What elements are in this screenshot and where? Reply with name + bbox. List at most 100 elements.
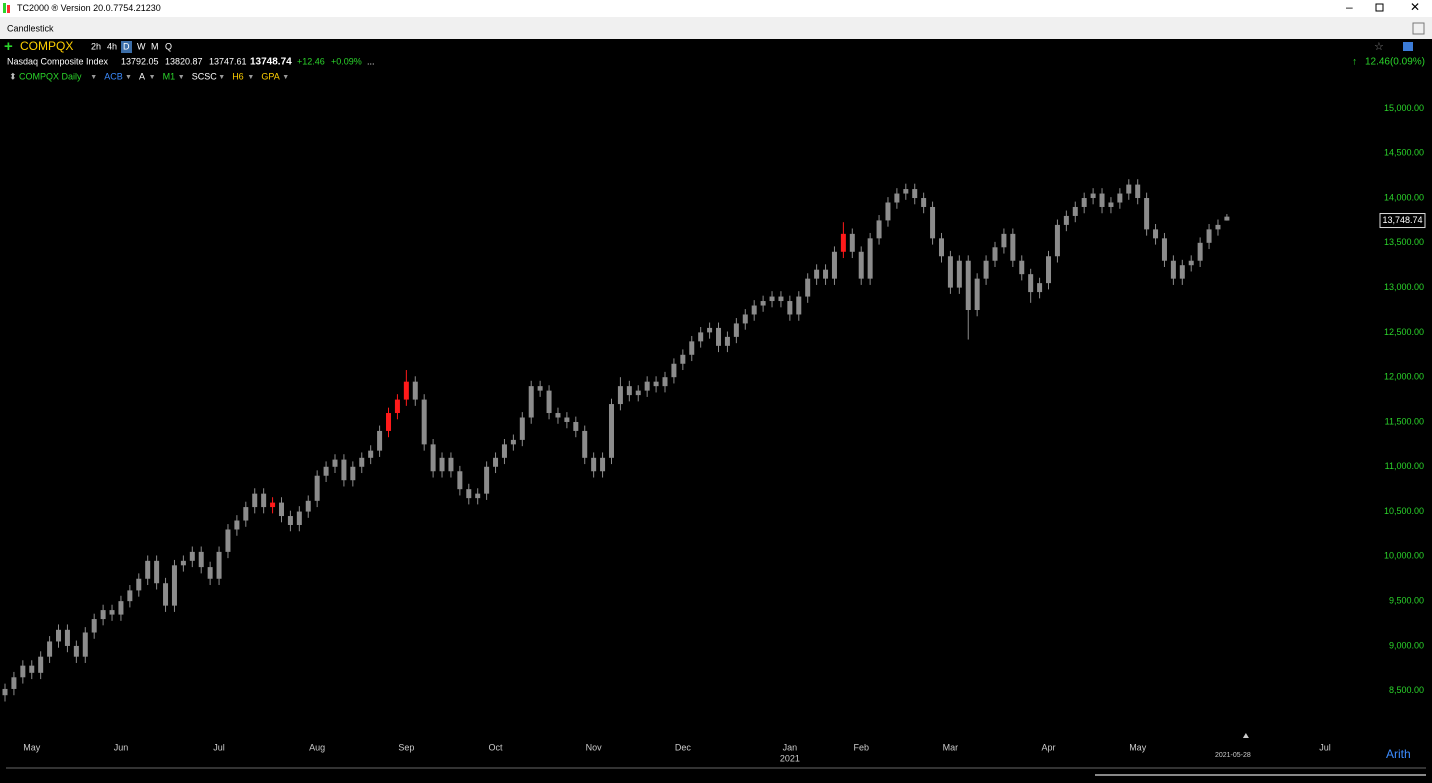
y-tick-label: 8,500.00 (1389, 685, 1424, 695)
add-icon[interactable]: + (4, 38, 13, 55)
quote-name: Nasdaq Composite Index (7, 56, 109, 66)
scale-mode[interactable]: Arith (1386, 747, 1411, 761)
candle-body (109, 610, 115, 615)
interval-button[interactable]: M (151, 41, 159, 51)
close-button[interactable]: ✕ (1410, 0, 1420, 14)
study-label[interactable]: SCSC (192, 71, 218, 81)
study-label[interactable]: COMPQX Daily (19, 71, 82, 81)
candle-body (796, 296, 802, 315)
symbol[interactable]: COMPQX (20, 39, 73, 53)
window-title: TC2000 ® Version 20.0.7754.21230 (17, 3, 161, 13)
interval-button[interactable]: 4h (107, 41, 117, 51)
candle-body (216, 551, 222, 579)
candle-body (751, 305, 757, 315)
candle-body (421, 399, 427, 445)
last-price-label: 13,748.74 (1382, 215, 1422, 225)
candle-body (724, 336, 730, 346)
interval-button[interactable]: W (137, 41, 146, 51)
candle-body (118, 601, 124, 615)
candle-body (171, 565, 177, 606)
candle-body (546, 390, 552, 414)
candle-body (1179, 265, 1185, 279)
minimize-button[interactable]: – (1346, 0, 1353, 14)
candle-body (1161, 238, 1167, 261)
last-price-tag (1379, 213, 1426, 229)
candle-body (314, 475, 320, 501)
candle-body (1037, 283, 1043, 293)
study-dropdown: ▼ (218, 74, 225, 81)
x-tick-label: Jul (1319, 742, 1331, 752)
x-tick-label: Jul (213, 742, 225, 752)
candle-body (707, 327, 713, 333)
candle-body (252, 493, 258, 508)
study-label[interactable]: ACB (104, 71, 123, 81)
candle-body (510, 439, 516, 445)
quote-more[interactable]: ... (367, 56, 375, 66)
candle-body (305, 500, 311, 512)
y-tick-label: 12,500.00 (1384, 327, 1424, 337)
float-button[interactable] (1412, 22, 1425, 35)
candle-body (1028, 274, 1034, 293)
candle-body (1126, 184, 1132, 194)
candle-body (760, 301, 766, 306)
interval-button[interactable]: 2h (91, 41, 101, 51)
up-arrow: ↑ (1352, 57, 1357, 68)
quote-right-change: 12.46(0.09%) (1365, 57, 1425, 68)
tab-title[interactable]: Candlestick (7, 23, 54, 33)
star-icon[interactable]: ☆ (1374, 41, 1384, 53)
restore-button[interactable] (1375, 3, 1384, 12)
candle-body (1117, 193, 1123, 203)
candle-body (73, 645, 79, 657)
candle-body (840, 233, 846, 252)
candle-body (207, 567, 213, 579)
candle-body (555, 413, 561, 418)
interval-button[interactable]: Q (165, 41, 172, 51)
candle-body (261, 493, 267, 508)
candle-body (243, 507, 249, 521)
candle-body (903, 189, 909, 194)
candle-body (38, 656, 44, 673)
candle-body (234, 520, 240, 530)
quote-change-pct: +0.09% (331, 56, 362, 66)
candle-body (1001, 233, 1007, 248)
share-icon[interactable] (1403, 42, 1413, 51)
candle-body (885, 202, 891, 221)
candle-body (198, 551, 204, 568)
study-label[interactable]: A (139, 71, 145, 81)
study-label[interactable]: H6 (232, 71, 244, 81)
candle-body (600, 457, 606, 472)
interval-button[interactable]: D (123, 41, 130, 51)
candle-body (608, 404, 614, 458)
candle-body (448, 457, 454, 472)
x-tick-label: Oct (489, 742, 504, 752)
interval-selected (121, 41, 132, 53)
candle-body (831, 251, 837, 279)
quote-change: +12.46 (297, 56, 325, 66)
candle-body (867, 238, 873, 279)
candle-body (439, 457, 445, 472)
candle-body (965, 260, 971, 310)
candle-body (11, 677, 17, 689)
x-tick-label: Nov (586, 742, 603, 752)
candle-body (573, 421, 579, 431)
quote-last: 13748.74 (250, 57, 292, 68)
study-label[interactable]: M1 (163, 71, 176, 81)
candle-body (671, 363, 677, 378)
candle-body (163, 583, 169, 606)
chart-area (0, 39, 1432, 766)
y-tick-label: 10,500.00 (1384, 506, 1424, 516)
study-label[interactable]: GPA (261, 71, 279, 81)
candle-body (20, 665, 26, 678)
y-tick-label: 11,000.00 (1385, 461, 1424, 471)
candle-body (296, 511, 302, 525)
y-tick-label: 11,500.00 (1385, 416, 1424, 426)
candle-body (47, 641, 53, 657)
candle-body (1224, 216, 1230, 221)
candle-body (29, 665, 35, 673)
x-tick-label: Jun (114, 742, 129, 752)
x-tick-label: May (23, 742, 41, 752)
candle-body (359, 457, 365, 467)
candle-body (582, 430, 588, 458)
